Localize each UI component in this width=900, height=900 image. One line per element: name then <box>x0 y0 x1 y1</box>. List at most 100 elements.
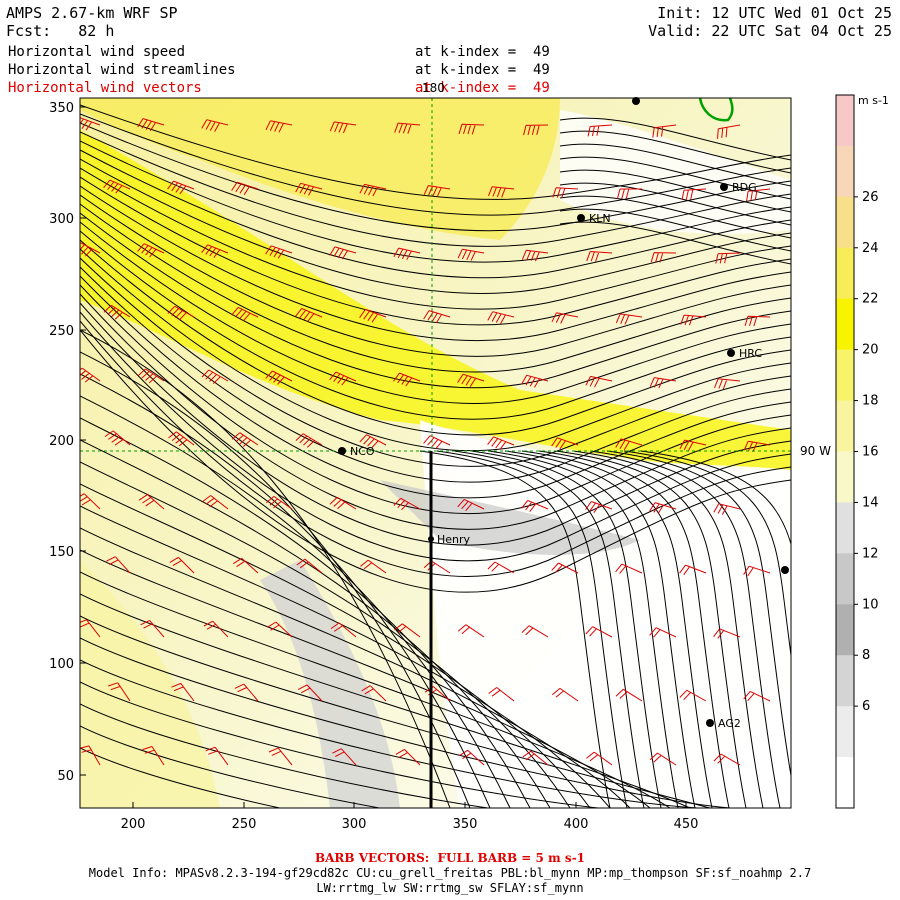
streamline <box>80 167 791 310</box>
station-hrc: HRC <box>727 347 762 360</box>
wind-barb <box>457 248 485 261</box>
wind-barb <box>522 750 549 766</box>
model-info: Model Info: MPASv8.2.3-194-gf29cd82c CU:… <box>88 866 812 880</box>
svg-text:NCO: NCO <box>350 445 375 458</box>
x-tick: 350 <box>453 802 478 832</box>
wind-barb <box>649 502 677 514</box>
streamline <box>559 117 791 161</box>
model-title: AMPS 2.67-km WRF SP <box>6 4 178 22</box>
wind-barb <box>679 564 707 576</box>
streamline <box>80 230 791 420</box>
wind-barb <box>167 180 195 195</box>
station-nco: NCO <box>338 445 375 458</box>
station-marker <box>781 566 789 574</box>
wind-barb <box>551 562 579 574</box>
colorbar-swatch <box>836 502 854 554</box>
model-info-physics: LW:rrtmg_lw SW:rrtmg_sw SFLAY:sf_mynn <box>316 881 584 895</box>
svg-text:200: 200 <box>121 817 146 832</box>
meridian-label: 180 <box>422 81 445 95</box>
y-tick: 200 <box>49 434 86 449</box>
wind-barb <box>265 120 293 133</box>
wind-barb <box>649 752 677 766</box>
wind-barb <box>458 123 485 135</box>
wind-barb <box>744 315 771 327</box>
svg-text:350: 350 <box>453 817 478 832</box>
wind-barb <box>171 682 195 702</box>
streamline <box>80 593 691 808</box>
station-kln: KLN <box>577 212 611 225</box>
streamline <box>80 185 791 341</box>
wind-barb <box>393 372 421 387</box>
colorbar-swatch <box>836 604 854 656</box>
colorbar-swatch <box>836 95 854 147</box>
parallel-label: 90 W <box>800 444 831 458</box>
wind-barb <box>615 313 643 325</box>
wind-barb <box>394 623 421 638</box>
field-label: Horizontal wind vectors <box>8 80 202 96</box>
streamline <box>606 450 791 779</box>
wind-barb <box>295 433 323 448</box>
streamline <box>80 659 750 808</box>
streamline <box>80 302 791 546</box>
station-ag2: AG2 <box>706 717 741 730</box>
wind-barb <box>585 375 613 388</box>
colorbar-swatch <box>836 400 854 452</box>
wind-barb <box>457 498 485 512</box>
streamline <box>80 131 791 247</box>
streamline <box>487 450 679 808</box>
wind-barb <box>137 243 165 258</box>
wind-barb <box>296 558 323 574</box>
wind-barb <box>585 626 613 638</box>
wind-barb <box>394 122 421 134</box>
streamline <box>80 571 671 808</box>
wind-barb <box>488 687 515 702</box>
streamline <box>559 195 791 239</box>
field-level: at k-index = 49 <box>415 80 550 96</box>
wind-barb <box>457 624 485 638</box>
wind-barb <box>743 565 771 577</box>
streamline <box>538 450 730 808</box>
wind-barb <box>457 373 485 387</box>
streamline <box>80 266 791 483</box>
streamline <box>80 104 791 200</box>
colorbar-swatch <box>836 757 854 809</box>
wind-barb <box>297 684 323 702</box>
streamline <box>555 450 747 808</box>
wind-barb <box>551 312 579 324</box>
svg-text:250: 250 <box>232 817 257 832</box>
x-axis: 200 250 300 350 400 450 <box>121 802 698 832</box>
colorbar-swatch <box>836 145 854 198</box>
wind-barb <box>80 493 101 510</box>
wind-barb <box>552 187 579 198</box>
streamline <box>504 450 696 808</box>
wind-barb <box>268 747 293 766</box>
colorbar-swatch <box>836 349 854 402</box>
streamline <box>80 747 283 808</box>
wind-barb <box>743 690 771 702</box>
x-tick: 200 <box>121 802 146 832</box>
x-tick: 400 <box>564 802 588 832</box>
coastline <box>698 98 734 122</box>
wind-barb <box>393 497 421 511</box>
streamline <box>80 140 791 263</box>
wind-barb <box>137 368 165 384</box>
streamline <box>80 351 471 808</box>
wind-barb <box>551 437 579 450</box>
svg-text:350: 350 <box>49 101 74 116</box>
wind-barb <box>329 371 357 386</box>
streamline <box>80 176 791 326</box>
wind-barb <box>615 438 643 451</box>
wind-barb <box>359 309 387 323</box>
colorbar-label: 12 <box>862 546 879 561</box>
streamlines <box>80 104 791 808</box>
wind-barb <box>713 503 741 515</box>
wind-barbs <box>80 117 771 766</box>
colorbar-swatch <box>836 706 854 758</box>
wind-barb <box>551 687 579 702</box>
streamline <box>559 143 791 187</box>
colorbar-label: 10 <box>862 597 879 612</box>
colorbar-units: m s-1 <box>858 94 889 107</box>
wind-barb <box>652 124 677 138</box>
streamline <box>559 169 791 213</box>
